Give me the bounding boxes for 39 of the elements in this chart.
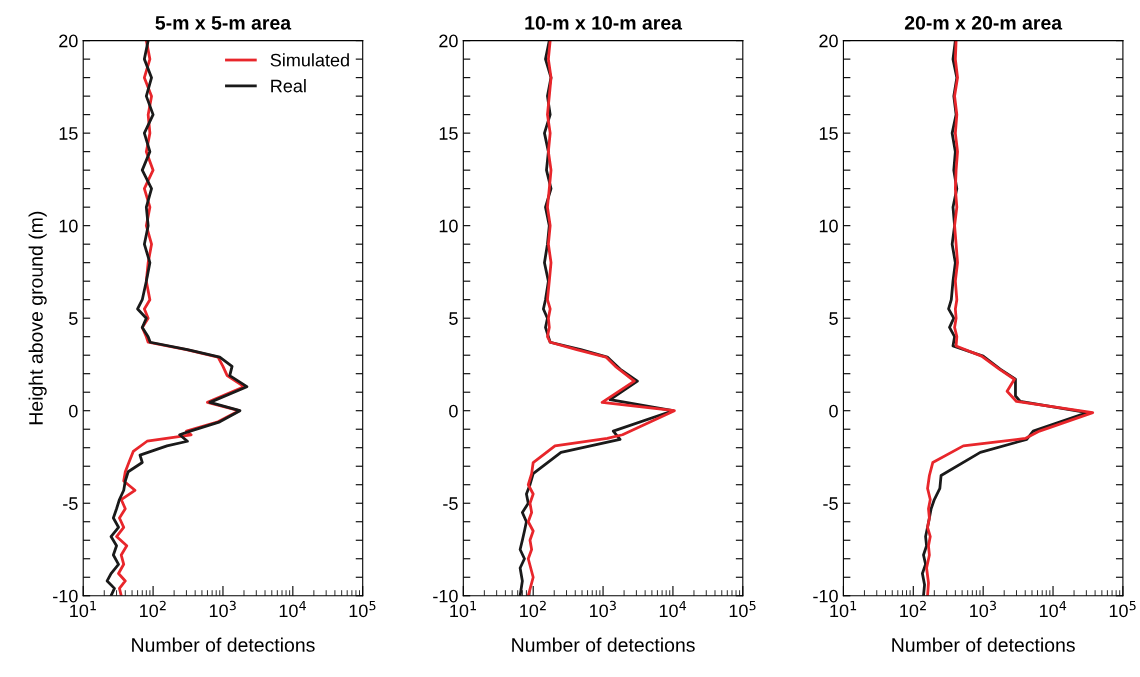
y-tick-label: 20: [59, 34, 78, 48]
y-tick-label: 5: [69, 312, 78, 325]
y-tick-label: 10: [439, 219, 458, 233]
x-tick-label: 10$^{3}$: [209, 600, 236, 618]
chart-title: 20-m x 20-m area: [904, 15, 1063, 30]
x-tick-label: 10$^{4}$: [659, 600, 687, 618]
y-tick-label: -5: [443, 497, 458, 510]
legend-label: Real: [271, 79, 306, 93]
x-tick-label: 10$^{4}$: [279, 600, 306, 618]
x-tick-label: 10$^{4}$: [1039, 600, 1067, 618]
y-tick-label: 0: [69, 404, 78, 418]
y-axis-title: Height above ground (m): [28, 211, 47, 425]
x-axis-title: Number of detections: [892, 637, 1075, 652]
y-tick-label: 15: [819, 127, 838, 140]
y-tick-label: 5: [449, 312, 458, 325]
x-tick-label: 10$^{3}$: [970, 600, 996, 618]
x-tick-label: 10$^{5}$: [349, 600, 376, 618]
y-tick-label: 20: [439, 34, 458, 48]
y-tick-label: 5: [829, 312, 838, 325]
y-tick-label: 10: [819, 219, 838, 233]
x-axis-title: Number of detections: [512, 637, 695, 652]
x-tick-label: 10$^{2}$: [140, 600, 166, 618]
chart-title: 5-m x 5-m area: [155, 16, 292, 30]
x-tick-label: 10$^{5}$: [1109, 600, 1136, 618]
x-tick-label: 10$^{3}$: [589, 600, 616, 618]
y-tick-label: -5: [63, 497, 78, 510]
chart-title: 10-m x 10-m area: [525, 15, 683, 30]
y-tick-label: 20: [819, 34, 838, 48]
y-tick-label: 10: [59, 219, 78, 233]
y-tick-label: 15: [59, 127, 78, 140]
x-tick-label: 10$^{2}$: [900, 600, 926, 618]
y-tick-label: 15: [439, 127, 458, 140]
y-tick-label: -5: [823, 497, 838, 510]
y-tick-label: 0: [829, 404, 838, 418]
x-axis-title: Number of detections: [132, 637, 315, 652]
legend-label: Simulated: [270, 53, 349, 67]
x-tick-label: 10$^{5}$: [729, 600, 756, 618]
y-tick-label: 0: [449, 404, 458, 418]
x-tick-label: 10$^{2}$: [520, 600, 546, 618]
